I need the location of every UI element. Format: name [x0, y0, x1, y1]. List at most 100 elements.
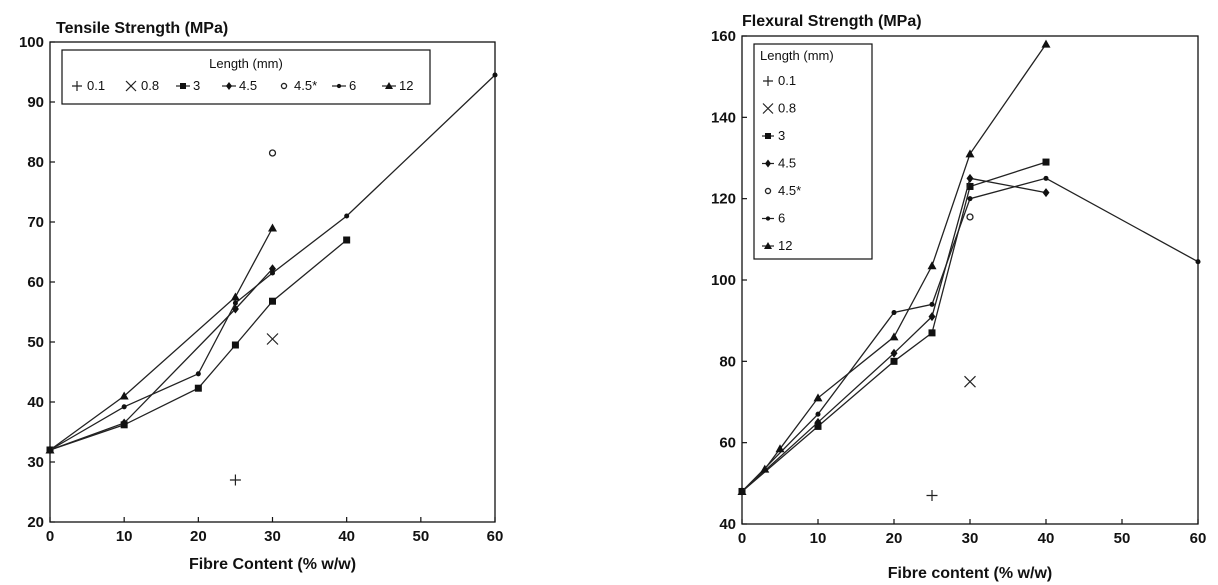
x-tick-label: 0 [738, 530, 746, 547]
legend: Length (mm) 0.1 0.8 3 4.5 4.5* 6 12 [753, 43, 873, 260]
data-point [737, 486, 747, 495]
data-point [926, 490, 938, 502]
series-line [741, 161, 1047, 492]
legend-marker [180, 83, 186, 89]
data-point [269, 270, 276, 276]
legend-label: 3 [778, 128, 785, 143]
data-point [966, 182, 974, 190]
data-point [343, 236, 351, 244]
data-point [1041, 39, 1051, 48]
series-4-5- [268, 149, 277, 157]
series-4-5 [738, 173, 1050, 496]
legend-marker [226, 82, 232, 90]
legend-marker [765, 133, 771, 139]
plot-frame [49, 41, 496, 523]
data-point [928, 312, 936, 322]
legend-marker [280, 82, 288, 90]
legend-label: 3 [193, 78, 200, 93]
legend-label: 4.5* [294, 78, 317, 93]
x-tick-label: 20 [190, 528, 207, 545]
series-0-1 [926, 490, 938, 502]
series-line [49, 227, 274, 451]
y-tick-label: 100 [19, 34, 44, 51]
y-tick-label: 90 [27, 94, 44, 111]
series-0-8 [266, 333, 279, 345]
data-point [967, 196, 973, 202]
legend-box [753, 43, 873, 260]
y-tick-label: 30 [27, 454, 44, 471]
series-12 [45, 223, 277, 454]
data-point [928, 329, 936, 337]
data-point [929, 301, 935, 307]
legend-label: 0.8 [778, 101, 796, 116]
series-6 [47, 72, 498, 453]
chart-1: Tensile Strength (MPa) Fibre Content (% w… [19, 20, 503, 573]
series-0-1 [229, 474, 241, 486]
data-point [891, 310, 897, 316]
data-point [964, 375, 976, 388]
data-point [268, 149, 277, 157]
y-tick-label: 100 [711, 272, 736, 289]
x-tick-label: 40 [1038, 530, 1055, 547]
legend-marker [72, 81, 82, 91]
legend-label: 6 [349, 78, 356, 93]
x-tick-label: 20 [886, 530, 903, 547]
x-axis-label: Fibre Content (% w/w) [189, 556, 356, 573]
y-tick-label: 60 [27, 274, 44, 291]
data-point [927, 261, 937, 270]
legend-marker [764, 242, 772, 249]
y-tick-label: 60 [719, 435, 736, 452]
series-4-5 [46, 264, 276, 455]
x-tick-label: 40 [338, 528, 355, 545]
data-point [813, 393, 823, 402]
x-tick-label: 50 [1114, 530, 1131, 547]
x-tick-label: 30 [264, 528, 281, 545]
y-tick-label: 160 [711, 28, 736, 45]
data-point [1042, 188, 1050, 198]
data-point [814, 417, 822, 427]
data-point [232, 300, 238, 306]
data-point [965, 149, 975, 158]
chart-2: Flexural Strength (MPa) Fibre content (% … [711, 13, 1206, 582]
series-0-8 [964, 375, 976, 388]
series-line [49, 74, 496, 451]
y-tick-label: 50 [27, 334, 44, 351]
chart-title: Tensile Strength (MPa) [56, 20, 228, 37]
data-point [230, 292, 240, 301]
legend-marker [385, 82, 393, 89]
legend-box [61, 49, 431, 105]
data-point [815, 411, 821, 417]
data-point [269, 297, 276, 305]
y-tick-label: 80 [719, 353, 736, 370]
x-tick-label: 0 [46, 528, 54, 545]
data-point [120, 418, 128, 428]
legend-title: Length (mm) [760, 48, 834, 63]
data-point [966, 213, 974, 221]
legend-label: 6 [778, 211, 785, 226]
data-point [492, 72, 498, 78]
y-tick-label: 80 [27, 154, 44, 171]
legend-marker [336, 83, 342, 89]
legend-marker [763, 76, 773, 86]
legend-title: Length (mm) [209, 56, 283, 71]
legend-marker [764, 187, 772, 195]
legend-marker [762, 103, 774, 114]
series-line [741, 43, 1047, 492]
data-point [266, 333, 279, 345]
x-tick-label: 10 [116, 528, 133, 545]
y-tick-label: 40 [719, 516, 736, 533]
x-tick-label: 10 [810, 530, 827, 547]
series-line [741, 177, 1047, 492]
chart-title: Flexural Strength (MPa) [742, 13, 922, 30]
data-point [1043, 175, 1049, 181]
x-tick-label: 60 [487, 528, 504, 545]
data-point [344, 213, 350, 219]
data-point [121, 404, 127, 410]
y-tick-label: 40 [27, 394, 44, 411]
data-point [966, 173, 974, 183]
data-point [890, 348, 898, 358]
legend-label: 0.1 [87, 78, 105, 93]
legend-marker [765, 216, 771, 221]
legend-marker [765, 159, 771, 168]
